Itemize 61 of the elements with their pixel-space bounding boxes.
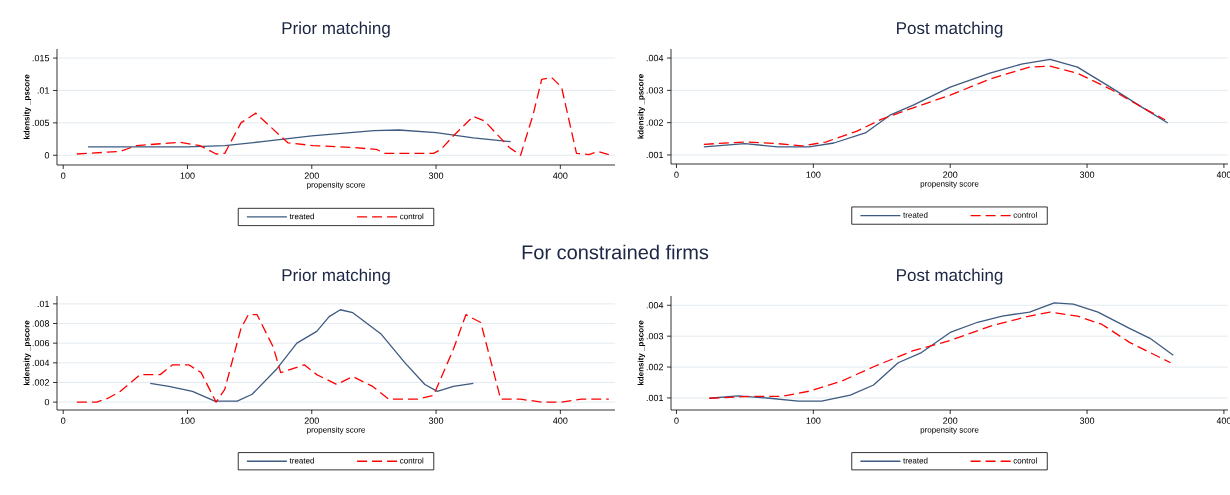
y-axis-title: kdensity _pscore — [637, 74, 646, 139]
y-tick-label: .006 — [32, 339, 50, 347]
y-tick-label: .002 — [646, 119, 664, 126]
y-tick-label: .004 — [32, 359, 50, 367]
x-tick-label: 100 — [180, 172, 195, 179]
line-series — [87, 129, 512, 148]
x-tick-label: 400 — [553, 172, 568, 179]
y-tick-label: .001 — [646, 394, 664, 402]
x-tick-label: 200 — [304, 417, 319, 424]
y-tick-label: .002 — [646, 363, 664, 371]
chart-title: Post matching — [897, 21, 1003, 38]
legend-label: control — [1013, 211, 1037, 218]
y-tick-label: .008 — [32, 320, 50, 327]
y-tick-label: 0 — [44, 152, 50, 159]
x-tick-label: 300 — [1079, 417, 1095, 424]
x-axis-title: propensity score — [307, 181, 365, 190]
x-tick-label: 100 — [806, 171, 821, 178]
legend-label: control — [1013, 457, 1037, 464]
legend-label: control — [400, 213, 424, 220]
y-tick-label: .01 — [37, 300, 50, 308]
chart-title: Prior matching — [282, 21, 390, 38]
legend-label: treated — [903, 211, 928, 218]
x-tick-label: 200 — [943, 171, 958, 178]
x-tick-label: 200 — [304, 172, 319, 179]
x-axis-title: propensity score — [920, 180, 979, 189]
x-tick-label: 0 — [674, 171, 679, 178]
y-axis-title: kdensity _pscore — [23, 74, 32, 140]
legend-label: treated — [289, 213, 314, 220]
line-series — [76, 76, 610, 156]
legend-label: treated — [289, 457, 314, 464]
x-tick-label: 0 — [674, 417, 679, 424]
text: For constrained firms — [522, 244, 709, 260]
legend-label: treated — [903, 457, 928, 464]
x-tick-label: 300 — [428, 417, 444, 424]
y-tick-label: .003 — [646, 332, 664, 340]
x-tick-label: 300 — [428, 172, 444, 179]
y-tick-label: .01 — [37, 87, 50, 94]
y-tick-label: .003 — [646, 87, 664, 94]
chart-title: Prior matching — [282, 268, 390, 285]
y-tick-label: .004 — [646, 302, 664, 309]
y-tick-label: .005 — [32, 119, 50, 127]
x-axis-title: propensity score — [920, 426, 979, 435]
x-tick-label: 400 — [553, 417, 568, 424]
chart-title: Post matching — [897, 268, 1003, 285]
x-tick-label: 100 — [180, 417, 195, 424]
y-axis-title: kdensity _pscore — [637, 320, 646, 386]
x-tick-label: 300 — [1079, 171, 1095, 178]
x-tick-label: 100 — [806, 417, 821, 424]
y-axis-title: kdensity _pscore — [23, 320, 32, 386]
x-tick-label: 0 — [61, 172, 66, 179]
x-tick-label: 0 — [61, 417, 66, 424]
legend-label: control — [400, 457, 424, 464]
y-tick-label: .002 — [32, 379, 50, 386]
y-tick-label: .015 — [32, 54, 50, 62]
line-series — [76, 314, 610, 403]
x-tick-label: 200 — [943, 417, 958, 424]
y-tick-label: 0 — [44, 398, 50, 406]
line-series — [149, 309, 474, 402]
x-axis-title: propensity score — [307, 426, 365, 435]
y-tick-label: .001 — [646, 151, 664, 159]
y-tick-label: .004 — [646, 54, 664, 62]
